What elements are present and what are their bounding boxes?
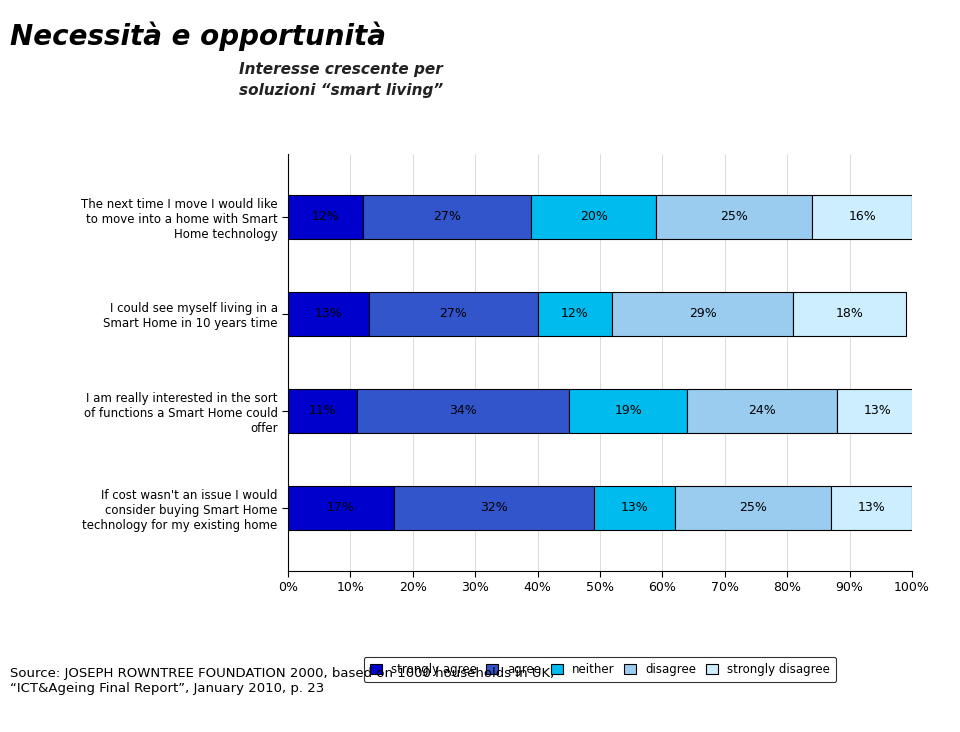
Bar [612, 292, 793, 336]
Text: 27%: 27% [433, 210, 461, 223]
Text: 12%: 12% [312, 210, 339, 223]
Bar [812, 195, 912, 239]
Bar [288, 389, 357, 433]
Bar [363, 195, 532, 239]
Bar [357, 389, 568, 433]
Bar [288, 486, 394, 530]
Legend: strongly agree, agree, neither, disagree, strongly disagree: strongly agree, agree, neither, disagree… [364, 657, 836, 682]
Bar [793, 292, 906, 336]
Bar [288, 292, 369, 336]
Text: 19%: 19% [614, 404, 642, 417]
Bar [369, 292, 538, 336]
Bar [675, 486, 830, 530]
Text: 13%: 13% [620, 501, 648, 515]
Text: 25%: 25% [739, 501, 767, 515]
Text: Source: JOSEPH ROWNTREE FOUNDATION 2000, based on 1000 households in UK,
“ICT&Ag: Source: JOSEPH ROWNTREE FOUNDATION 2000,… [10, 668, 554, 695]
Bar [830, 486, 912, 530]
Bar [687, 389, 837, 433]
Bar [568, 389, 687, 433]
Text: 24%: 24% [749, 404, 776, 417]
Text: 11%: 11% [308, 404, 336, 417]
Text: Necessità e opportunità: Necessità e opportunità [10, 22, 386, 51]
Bar [288, 195, 363, 239]
Text: 32%: 32% [480, 501, 508, 515]
Text: 20%: 20% [580, 210, 608, 223]
Text: 29%: 29% [689, 307, 717, 321]
Bar [532, 195, 657, 239]
Text: 25%: 25% [720, 210, 748, 223]
Text: Interesse crescente per
soluzioni “smart living”: Interesse crescente per soluzioni “smart… [239, 62, 443, 98]
Text: 13%: 13% [864, 404, 892, 417]
Text: 12%: 12% [562, 307, 588, 321]
Text: 18%: 18% [835, 307, 864, 321]
Text: 34%: 34% [449, 404, 476, 417]
Text: 16%: 16% [849, 210, 876, 223]
Bar [538, 292, 612, 336]
Bar [657, 195, 812, 239]
Text: 17%: 17% [327, 501, 355, 515]
Text: 13%: 13% [315, 307, 343, 321]
Text: 27%: 27% [440, 307, 468, 321]
Bar [837, 389, 918, 433]
Bar [394, 486, 593, 530]
Bar [593, 486, 675, 530]
Text: 13%: 13% [857, 501, 885, 515]
